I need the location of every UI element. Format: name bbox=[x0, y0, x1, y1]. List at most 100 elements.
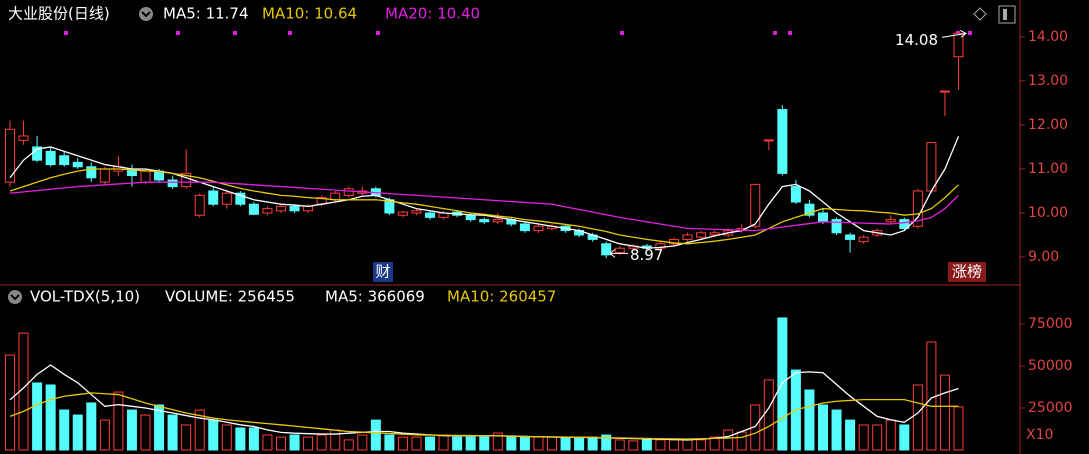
volume-bar bbox=[939, 374, 950, 451]
price-title: 大业股份(日线) bbox=[8, 5, 110, 23]
volume-bar bbox=[384, 434, 395, 451]
candle-body bbox=[5, 128, 15, 183]
candle-body bbox=[858, 236, 869, 243]
volume-bar bbox=[99, 419, 110, 451]
candle-body bbox=[818, 212, 828, 223]
volume-bar bbox=[154, 404, 165, 451]
volume-bar bbox=[18, 332, 29, 451]
event-dot bbox=[773, 31, 777, 35]
candle-body bbox=[655, 243, 666, 249]
volume-bar bbox=[5, 354, 15, 451]
volume-bar bbox=[452, 436, 463, 451]
candle-body bbox=[59, 155, 70, 166]
y-tick-label: 10.00 bbox=[1028, 205, 1068, 221]
volume-bar bbox=[167, 414, 178, 451]
volume-bar bbox=[492, 432, 503, 451]
candle-body bbox=[289, 205, 300, 212]
candle-body bbox=[397, 211, 408, 216]
event-dot bbox=[788, 31, 792, 35]
volume-bar bbox=[289, 434, 300, 451]
volume-bar bbox=[614, 439, 625, 451]
candle-body bbox=[831, 219, 842, 234]
diamond-icon[interactable] bbox=[973, 7, 987, 21]
candle-body bbox=[221, 192, 232, 205]
volume-bar bbox=[628, 440, 639, 451]
y-tick-label: 50000 bbox=[1028, 358, 1073, 374]
candle-body bbox=[343, 188, 354, 196]
menu-chevron bbox=[141, 11, 151, 18]
marker-box[interactable] bbox=[373, 262, 393, 282]
y-tick-label: 12.00 bbox=[1028, 117, 1068, 133]
candle-body bbox=[276, 205, 286, 212]
y-tick-label: 25000 bbox=[1028, 400, 1073, 416]
volume-bar bbox=[397, 436, 408, 451]
volume-bar bbox=[560, 436, 571, 451]
volume-bar bbox=[465, 436, 476, 451]
candle-body bbox=[262, 208, 273, 214]
candle-body bbox=[86, 166, 97, 179]
arrow bbox=[941, 29, 967, 38]
menu-icon[interactable] bbox=[8, 290, 22, 304]
volume-bar bbox=[858, 424, 869, 451]
volume-bar bbox=[262, 434, 273, 451]
candle-body bbox=[235, 192, 246, 205]
volume-bar bbox=[818, 404, 828, 451]
candle-body bbox=[939, 90, 950, 93]
event-dot bbox=[968, 31, 972, 35]
volume-bar bbox=[899, 424, 910, 451]
candle-body bbox=[682, 234, 693, 240]
marker-box[interactable] bbox=[948, 262, 986, 282]
legend-vol-ma5: MA5: 366069 bbox=[325, 288, 425, 306]
legend-vol-ma10: MA10: 260457 bbox=[447, 288, 556, 306]
volume-bar bbox=[736, 431, 747, 451]
panel-icon[interactable] bbox=[998, 5, 1016, 24]
volume-bar bbox=[696, 439, 707, 451]
candle-body bbox=[492, 219, 503, 223]
legend-ma5: MA5: 11.74 bbox=[163, 5, 249, 23]
candle-body bbox=[425, 212, 436, 218]
candle-body bbox=[330, 192, 341, 201]
candle-body bbox=[709, 232, 720, 236]
candle-body bbox=[45, 150, 56, 166]
y-tick-label: 14.00 bbox=[1028, 29, 1068, 45]
event-dot bbox=[64, 31, 68, 35]
volume-bar bbox=[86, 402, 97, 451]
unit-label: X10 bbox=[1026, 427, 1053, 443]
candle-body bbox=[303, 205, 314, 212]
candle-body bbox=[926, 142, 937, 192]
volume-bar bbox=[547, 436, 557, 451]
volume-bar bbox=[343, 439, 354, 451]
candle-body bbox=[845, 234, 856, 240]
volume-bar bbox=[953, 406, 964, 451]
candle-body bbox=[668, 238, 679, 245]
volume-bar bbox=[912, 384, 923, 451]
event-dot bbox=[376, 31, 380, 35]
candle-body bbox=[181, 172, 192, 188]
volume-bar bbox=[682, 439, 693, 451]
legend-volume: VOLUME: 256455 bbox=[165, 288, 295, 306]
candle-body bbox=[465, 214, 476, 221]
volume-bar bbox=[248, 427, 259, 451]
volume-bar bbox=[723, 429, 734, 451]
menu-chevron bbox=[10, 294, 20, 301]
candle-body bbox=[167, 179, 178, 188]
volume-bar bbox=[303, 436, 314, 451]
y-tick-label: 75000 bbox=[1028, 316, 1073, 332]
volume-bar bbox=[316, 434, 327, 451]
volume-bar bbox=[45, 384, 56, 451]
candle-body bbox=[248, 203, 259, 215]
volume-bar bbox=[926, 341, 937, 451]
volume-bar bbox=[126, 409, 137, 451]
volume-bar bbox=[601, 434, 612, 451]
arrow bbox=[609, 248, 628, 258]
volume-bar bbox=[221, 424, 232, 451]
volume-bar bbox=[72, 414, 83, 451]
volume-bar bbox=[804, 389, 815, 451]
menu-icon[interactable] bbox=[139, 7, 153, 21]
volume-bar bbox=[276, 436, 286, 451]
volume-bar bbox=[370, 419, 381, 451]
volume-bar bbox=[574, 436, 585, 451]
candle-body bbox=[18, 135, 29, 141]
